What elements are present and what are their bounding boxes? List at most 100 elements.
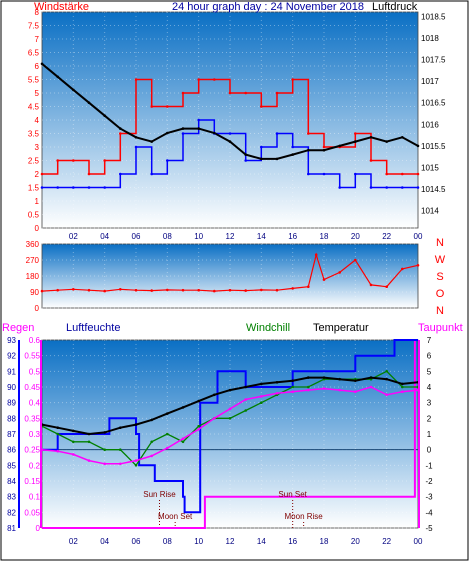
- time-tick-label: 08: [163, 537, 172, 546]
- temperature-point: [166, 412, 169, 415]
- windchill-point: [56, 432, 59, 436]
- temperature-point: [56, 426, 59, 430]
- wind-tick-label: 3: [35, 143, 40, 152]
- temperature-tick-label: -4: [425, 508, 433, 517]
- dewpoint-point: [228, 407, 232, 411]
- pressure-point: [72, 88, 75, 92]
- time-tick-label: 20: [351, 537, 360, 546]
- pressure-point: [40, 62, 44, 66]
- annotation-label: Sun Rise: [143, 490, 176, 499]
- windchill-point: [72, 440, 75, 444]
- annotation-label: Sun Set: [278, 490, 307, 499]
- wind-gust-point: [72, 186, 75, 189]
- wind-speed-point: [197, 78, 200, 81]
- humidity-tick-label: 87: [7, 430, 16, 439]
- dewpoint-point: [338, 388, 342, 392]
- humidity-tick-label: 88: [7, 414, 16, 423]
- windchill-point: [307, 385, 310, 389]
- wind-direction-point: [40, 289, 44, 293]
- dewpoint-point: [260, 395, 263, 398]
- wind-gust-point: [166, 159, 169, 162]
- wind-direction-point: [314, 253, 318, 256]
- wind-speed-point: [119, 132, 122, 135]
- wind-speed-point: [322, 145, 326, 149]
- annotation-label: Moon Rise: [285, 512, 324, 521]
- pressure-tick-label: 1016: [421, 120, 439, 129]
- time-tick-label: 04: [100, 232, 109, 241]
- time-tick-label: 18: [320, 537, 329, 546]
- dewpoint-point: [56, 449, 59, 453]
- wind-gust-point: [119, 172, 122, 176]
- wind-speed-point: [181, 91, 185, 95]
- temperature-point: [213, 393, 216, 397]
- wind-tick-label: 4: [35, 116, 40, 125]
- windchill-point: [197, 424, 200, 428]
- panel-wind-pressure: [41, 11, 419, 229]
- temperature-point: [385, 377, 389, 381]
- temperature-tick-label: 1: [427, 430, 432, 439]
- pressure-point: [338, 144, 342, 148]
- windchill-point: [103, 448, 106, 452]
- rain-tick-label: 0.6: [29, 336, 41, 345]
- wind-gust-point: [197, 118, 200, 122]
- wind-speed-point: [260, 105, 263, 108]
- rain-tick-label: 0.5: [29, 367, 41, 376]
- wind-gust-point: [307, 172, 310, 176]
- windchill-point: [87, 440, 91, 444]
- wind-direction-point: [134, 288, 138, 292]
- wind-gust-point: [416, 186, 420, 189]
- wind-gust-point: [181, 132, 185, 135]
- windchill-point: [181, 440, 185, 444]
- dewpoint-point: [150, 454, 153, 458]
- direction-tick-label: 360: [26, 240, 40, 249]
- annotation-label: Moon Set: [158, 512, 193, 521]
- wind-gust-point: [291, 145, 295, 149]
- pressure-tick-label: 1017: [421, 77, 439, 86]
- wind-speed-point: [275, 91, 279, 95]
- direction-tick-label: 270: [26, 256, 40, 265]
- pressure-point: [322, 148, 326, 152]
- panel-wind-direction: [41, 243, 419, 309]
- windchill-point: [385, 370, 389, 373]
- wind-tick-label: 0.5: [28, 211, 40, 220]
- wind-direction-point: [197, 288, 200, 292]
- temperature-point: [354, 379, 357, 383]
- temperature-point: [150, 418, 153, 422]
- rain-tick-label: 0.1: [29, 493, 41, 502]
- humidity-tick-label: 93: [7, 336, 16, 345]
- wind-speed-point: [307, 132, 310, 135]
- pressure-point: [385, 140, 389, 143]
- dewpoint-point: [354, 390, 357, 394]
- wind-speed-point: [103, 159, 106, 162]
- windchill-point: [134, 464, 138, 467]
- wind-direction-point: [401, 267, 404, 271]
- dewpoint-point: [307, 388, 310, 392]
- temperature-tick-label: 5: [427, 367, 432, 376]
- temperature-point: [228, 388, 232, 392]
- temperature-point: [197, 399, 200, 403]
- pressure-point: [354, 140, 357, 143]
- time-tick-label: 10: [194, 232, 203, 241]
- wind-speed-point: [150, 105, 153, 108]
- time-tick-label: 12: [226, 232, 235, 241]
- temperature-point: [291, 379, 295, 383]
- windchill-point: [291, 385, 295, 389]
- windchill-point: [119, 448, 122, 452]
- wind-speed-point: [40, 172, 44, 176]
- time-tick-label: 00: [414, 232, 423, 241]
- rain-tick-label: 0.4: [29, 399, 41, 408]
- windchill-point: [244, 409, 247, 412]
- time-tick-label: 08: [163, 232, 172, 241]
- wind-tick-label: 6.5: [28, 49, 40, 58]
- humidity-tick-label: 91: [7, 367, 16, 376]
- wind-direction-point: [72, 288, 75, 291]
- dewpoint-point: [322, 387, 326, 390]
- pressure-tick-label: 1018: [421, 34, 439, 43]
- time-tick-label: 20: [351, 232, 360, 241]
- temperature-tick-label: 7: [427, 336, 432, 345]
- dewpoint-point: [166, 446, 169, 450]
- wind-speed-point: [87, 172, 91, 176]
- wind-speed-point: [72, 159, 75, 162]
- wind-direction-point: [103, 289, 106, 293]
